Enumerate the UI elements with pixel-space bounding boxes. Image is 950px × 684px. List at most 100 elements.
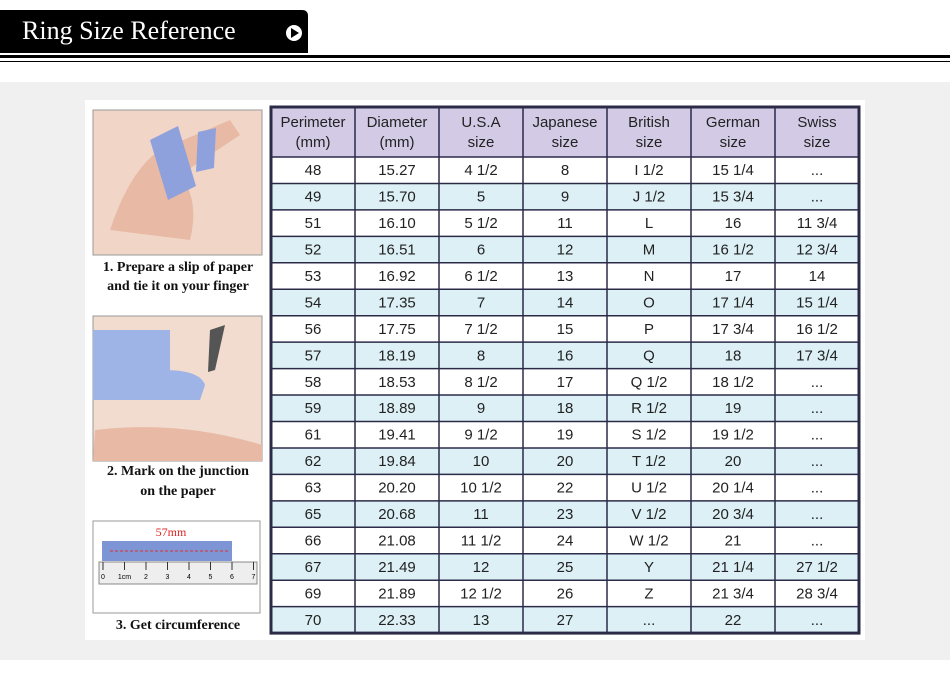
cell: 22: [725, 612, 742, 629]
column-header: Perimeter: [280, 114, 345, 131]
cell: 67: [305, 559, 322, 576]
cell: 16.10: [378, 215, 416, 232]
row-bg: [271, 183, 859, 210]
cell: 21.89: [378, 585, 416, 602]
cell: 18 1/2: [712, 374, 754, 391]
row-bg: [271, 580, 859, 607]
cell: ...: [811, 374, 824, 391]
cell: 22: [557, 480, 574, 497]
cell: 14: [809, 268, 826, 285]
cell: 19 1/2: [712, 427, 754, 444]
row-bg: [271, 236, 859, 263]
row-bg: [271, 368, 859, 396]
cell: I 1/2: [634, 162, 663, 179]
cell: 17: [725, 268, 742, 285]
cell: 8: [477, 347, 485, 364]
row-bg: [271, 421, 859, 448]
ruler-label: 6: [230, 574, 234, 581]
cell: 10 1/2: [460, 480, 502, 497]
cell: Q 1/2: [631, 374, 668, 391]
cell: 21: [725, 532, 742, 549]
cell: 24: [557, 532, 574, 549]
title: Ring Size Reference: [22, 16, 236, 45]
ruler-label: 3: [166, 574, 170, 581]
cell: 14: [557, 294, 574, 311]
cell: 20: [725, 453, 742, 470]
cell: 58: [305, 374, 322, 391]
cell: T 1/2: [632, 453, 666, 470]
cell: 56: [305, 321, 322, 338]
cell: P: [644, 321, 654, 338]
cell: 63: [305, 480, 322, 497]
row-bg: [271, 262, 859, 290]
cell: N: [644, 268, 655, 285]
cell: 13: [473, 612, 490, 629]
row-bg: [271, 553, 859, 581]
cell: V 1/2: [631, 506, 666, 523]
cell: 17.75: [378, 321, 416, 338]
cell: 15 1/4: [796, 294, 838, 311]
cell: 17: [557, 374, 574, 391]
row-bg: [271, 447, 859, 475]
cell: 18: [557, 400, 574, 417]
ruler-label: 0: [101, 574, 105, 581]
cell: ...: [811, 453, 824, 470]
step-caption: 3. Get circumference: [116, 618, 240, 633]
row-bg: [271, 342, 859, 369]
cell: Q: [643, 347, 655, 364]
cell: ...: [643, 612, 656, 629]
cell: 61: [305, 427, 322, 444]
cell: 5: [477, 189, 485, 206]
table-border: [269, 105, 861, 635]
row-bg: [271, 527, 859, 554]
cell: 52: [305, 242, 322, 259]
row-bg: [271, 395, 859, 422]
cell: 12 1/2: [460, 585, 502, 602]
play-arrow: [291, 28, 299, 38]
column-header: British: [628, 114, 670, 131]
cell: ...: [811, 532, 824, 549]
row-bg: [271, 474, 859, 501]
cell: ...: [811, 612, 824, 629]
cell: 8 1/2: [464, 374, 497, 391]
cell: J 1/2: [633, 189, 666, 206]
cell: 19.84: [378, 453, 416, 470]
ruler-label: 1cm: [118, 574, 131, 581]
cell: 11 3/4: [797, 215, 838, 232]
cell: 59: [305, 400, 322, 417]
cell: 16.51: [378, 242, 416, 259]
cell: 11 1/2: [461, 532, 502, 549]
cell: ...: [811, 400, 824, 417]
cell: 16 1/2: [796, 321, 838, 338]
cell: 20 1/4: [712, 480, 754, 497]
cell: U 1/2: [631, 480, 667, 497]
column-header: size: [720, 134, 747, 151]
cell: 19: [557, 427, 574, 444]
cell: 20 3/4: [712, 506, 754, 523]
step-1-image: [92, 109, 263, 256]
cell: 15 3/4: [712, 189, 754, 206]
cell: 20.68: [378, 506, 416, 523]
step-caption: on the paper: [140, 484, 215, 499]
cell: 57: [305, 347, 322, 364]
cell: 17 3/4: [796, 347, 838, 364]
cell: 21.49: [378, 559, 416, 576]
rule-thick: [0, 55, 950, 58]
cell: 53: [305, 268, 322, 285]
column-header: size: [804, 134, 831, 151]
cell: ...: [811, 162, 824, 179]
cell: 17 1/4: [712, 294, 754, 311]
cell: 7 1/2: [464, 321, 497, 338]
cell: M: [643, 242, 656, 259]
cell: 13: [557, 268, 574, 285]
cell: 11: [557, 215, 573, 232]
ruler-label: 7: [252, 574, 256, 581]
cell: 23: [557, 506, 574, 523]
cell: 15: [557, 321, 574, 338]
cell: 16 1/2: [712, 242, 754, 259]
measure-label: 57mm: [156, 525, 187, 539]
cell: 6: [477, 242, 485, 259]
cell: 19: [725, 400, 742, 417]
cell: ...: [811, 506, 824, 523]
